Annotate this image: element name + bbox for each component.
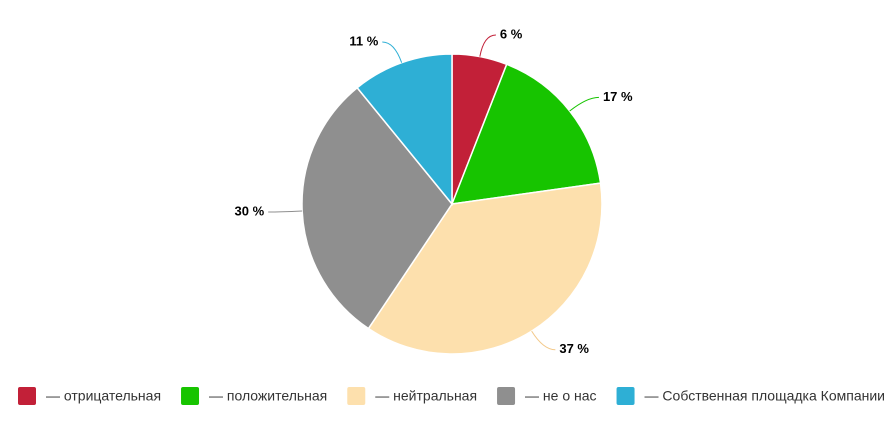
pie-slice: [301, 86, 453, 330]
leader-line: [531, 330, 556, 351]
legend-swatch[interactable]: [18, 387, 36, 405]
leader-line: [479, 34, 496, 57]
data-label: 6 %: [500, 26, 523, 41]
legend-label[interactable]: — отрицательная: [46, 388, 161, 404]
data-label: 37 %: [559, 341, 589, 356]
legend-swatch[interactable]: [616, 387, 635, 405]
legend-label[interactable]: — нейтральная: [375, 388, 477, 404]
legend-swatch[interactable]: [347, 387, 366, 405]
leader-line: [268, 210, 303, 213]
leader-line: [382, 41, 403, 63]
legend-swatch[interactable]: [497, 387, 516, 405]
legend-swatch[interactable]: [181, 387, 200, 405]
leader-line: [569, 96, 599, 112]
data-label: 17 %: [603, 89, 633, 104]
pie-slice: [367, 182, 603, 355]
legend-label[interactable]: — положительная: [209, 388, 327, 404]
data-label: 11 %: [349, 33, 378, 48]
pie-slice: [356, 53, 453, 207]
data-label: 30 %: [235, 203, 265, 218]
legend-label[interactable]: — не о нас: [525, 388, 597, 404]
legend-label[interactable]: — Собственная площадка Компании: [645, 388, 885, 404]
